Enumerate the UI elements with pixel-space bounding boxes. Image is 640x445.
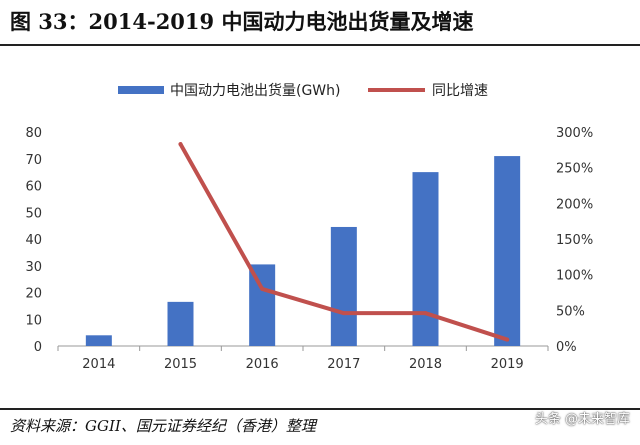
bar: [330, 226, 357, 346]
bar: [249, 264, 276, 346]
legend: 中国动力电池出货量(GWh) 同比增速: [118, 82, 488, 99]
source-note: 资料来源：GGII、国元证券经纪（香港）整理: [10, 417, 316, 435]
legend-label-bar: 中国动力电池出货量(GWh): [170, 82, 341, 99]
legend-label-line: 同比增速: [432, 83, 488, 99]
y-right-tick-label: 150%: [556, 233, 593, 248]
y-left-tick-label: 10: [25, 313, 42, 328]
line-point: [178, 142, 183, 147]
x-tick-label: 2018: [409, 357, 442, 372]
x-tick-label: 2014: [82, 357, 115, 372]
combo-chart: 中国动力电池出货量(GWh) 同比增速 2014 2015 2016 2017 2018…: [25, 82, 593, 372]
y-right-tick-label: 0%: [556, 340, 577, 355]
y-left-tick-label: 30: [25, 260, 42, 275]
line-point: [341, 311, 346, 316]
y-left-tick-label: 0: [34, 340, 42, 355]
line-series: [178, 142, 510, 342]
y-left-tick-label: 60: [25, 180, 42, 195]
x-tick-label: 2017: [327, 357, 360, 372]
bar: [494, 156, 521, 346]
y-left-tick-label: 50: [25, 206, 42, 221]
axes: 2014 2015 2016 2017 2018 2019 0 10 20 30 40 50 60 70 8…: [25, 126, 593, 372]
line-point: [423, 311, 428, 316]
y-left-tick-label: 20: [25, 287, 42, 302]
y-right-tick-label: 200%: [556, 197, 593, 212]
y-left-tick-label: 80: [25, 126, 42, 141]
top-rule: [0, 44, 640, 46]
y-left-tick-label: 70: [25, 153, 42, 168]
y-right-tick-label: 250%: [556, 162, 593, 177]
y-right-tick-label: 50%: [556, 304, 585, 319]
line-point: [260, 286, 265, 291]
x-tick-label: 2016: [246, 357, 279, 372]
chart-title: 图 33：2014-2019 中国动力电池出货量及增速: [10, 9, 474, 34]
watermark: 头条 @未来智库: [534, 412, 630, 427]
y-right-tick-label: 100%: [556, 269, 593, 284]
bar: [412, 172, 439, 346]
bar-series: [85, 156, 521, 346]
y-right-tick-label: 300%: [556, 126, 593, 141]
x-tick-label: 2019: [491, 357, 524, 372]
line-point: [505, 337, 510, 342]
bar: [167, 301, 194, 346]
legend-swatch-bar: [118, 86, 164, 94]
bar: [85, 335, 112, 346]
y-left-tick-label: 40: [25, 233, 42, 248]
x-tick-label: 2015: [164, 357, 197, 372]
bottom-rule: [0, 408, 640, 410]
